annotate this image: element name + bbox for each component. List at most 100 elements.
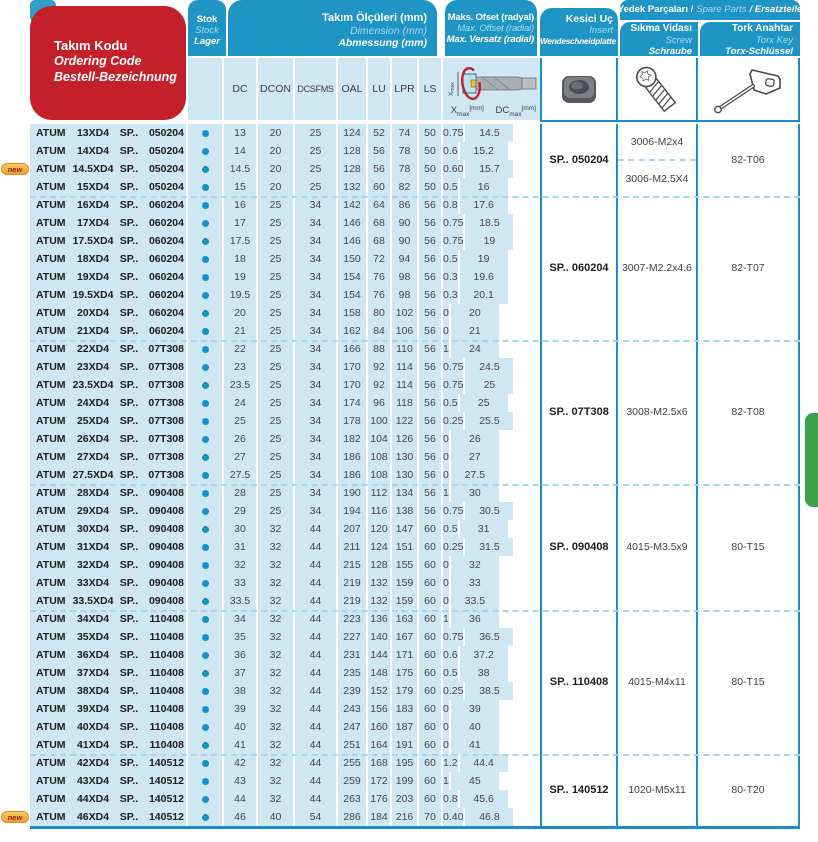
table-row: ATUM 20XD4 SP.. 060204 20 25 34 158 80 102 56 0 20 [30,304,540,322]
dcon-value: 25 [258,340,293,358]
torx-key-cell [698,58,800,120]
stock-dot [201,309,209,317]
stock-cell [188,232,222,250]
table-row: ATUM 33.5XD4 SP.. 090408 33.5 32 44 219 132 159 60… [30,592,540,610]
table-row: ATUM 38XD4 SP.. 110408 38 32 44 239 152 179 60 0.25… [30,682,540,700]
insert-code: SP.. 060204 [540,196,618,340]
tool-brand: ATUM [36,721,66,733]
xmax-value: 0.75 [443,376,464,394]
tool-insert-code: 07T308 [148,469,184,481]
stock-label-en: Stock [195,25,219,37]
tool-brand: ATUM [36,757,66,769]
oal-value: 231 [338,646,366,664]
tool-sp: SP.. [119,793,139,805]
screw-header: Sıkma Vidası Screw Schraube [620,22,698,57]
tool-code-cell: ATUM 29XD4 SP.. 090408 [30,502,186,520]
lu-value: 156 [368,700,390,718]
tool-size: 40XD4 [76,721,110,733]
dc-value: 24 [224,394,256,412]
xmax-value: 0.75 [443,502,464,520]
dimension-subheader: DC DCON DCSFMS OAL LU LPR LS Xmax Xmax[m… [188,58,540,120]
stock-dot [201,291,209,299]
dc-value: 27 [224,448,256,466]
tool-code-cell: ATUM 21XD4 SP.. 060204 [30,322,186,340]
tool-insert-code: 140512 [148,775,184,787]
tool-brand: ATUM [36,271,66,283]
group-separator [30,610,800,612]
table-row: ATUM 15XD4 SP.. 050204 15 20 25 132 60 82 50 0.5 16 [30,178,540,196]
dcmax-value: 14.5 [465,124,514,142]
stock-cell [188,448,222,466]
ls-value: 60 [419,646,441,664]
tool-code-cell: ATUM 25XD4 SP.. 07T308 [30,412,186,430]
stock-cell [188,610,222,628]
tool-insert-code: 110408 [149,685,184,697]
stock-dot [201,345,209,353]
lu-value: 176 [368,790,390,808]
xmax-value: 0.5 [443,394,458,412]
tool-insert-code: 090408 [148,541,184,553]
dcon-value: 25 [258,358,293,376]
tool-size: 20XD4 [76,307,110,319]
tool-insert-code: 140512 [148,793,184,805]
tool-size: 32XD4 [76,559,110,571]
dcsfms-value: 34 [295,304,336,322]
stock-dot [201,651,209,659]
dcmax-value: 39 [450,700,499,718]
xmax-value: 0 [443,430,449,448]
dcsfms-value: 44 [295,700,336,718]
stock-cell [188,772,222,790]
tool-size: 17XD4 [76,217,110,229]
oal-value: 154 [338,268,366,286]
dcon-value: 32 [258,574,293,592]
tool-insert-code: 060204 [148,307,184,319]
tool-brand: ATUM [36,397,66,409]
lpr-value: 94 [392,250,417,268]
tool-size: 14XD4 [76,145,110,157]
dcsfms-value: 54 [295,808,336,826]
stock-cell [188,340,222,358]
spare-part-group: SP.. 060204 3007-M2.2x4.6 82-T07 [540,196,800,340]
tool-insert-code: 050204 [148,127,184,139]
stock-dot [201,273,209,281]
tool-insert-code: 060204 [148,289,184,301]
stock-dot [201,687,209,695]
column-label-lu: LU [368,58,390,120]
lpr-value: 203 [392,790,417,808]
insert-label-tr: Kesici Uç [565,13,613,25]
dc-value: 29 [224,502,256,520]
dcsfms-value: 25 [295,124,336,142]
ls-value: 56 [419,502,441,520]
dcon-value: 32 [258,790,293,808]
stock-label-tr: Stok [196,14,218,25]
dcon-value: 32 [258,736,293,754]
screw-label-en: Screw [665,34,692,46]
tool-sp: SP.. [119,505,139,517]
tool-brand: ATUM [36,631,66,643]
stock-dot [201,543,209,551]
dcmax-value: 41 [450,736,499,754]
dc-value: 37 [224,664,256,682]
tool-insert-code: 07T308 [148,361,184,373]
oal-value: 219 [338,574,366,592]
tool-code-cell: ATUM 14.5XD4 SP.. 050204 [30,160,186,178]
dcsfms-value: 44 [295,736,336,754]
tool-sp: SP.. [119,631,139,643]
stock-cell [188,736,222,754]
spare-part-group: SP.. 050204 3006-M2x4 3006-M2.5X4 82-T06 [540,124,800,196]
stock-cell [188,682,222,700]
stock-dot [201,183,209,191]
stock-dot [201,381,209,389]
lpr-value: 134 [392,484,417,502]
dcmax-value: 37.2 [459,646,508,664]
insert-code: SP.. 090408 [540,484,618,610]
stock-cell [188,574,222,592]
xmax-value: 0.5 [443,178,458,196]
dc-value: 38 [224,682,256,700]
lpr-value: 159 [392,592,417,610]
stock-dot [201,489,209,497]
xmax-value: 1 [443,772,449,790]
tool-brand: ATUM [36,685,66,697]
table-row: ATUM 35XD4 SP.. 110408 35 32 44 227 140 167 60 0.75… [30,628,540,646]
table-row: ATUM 36XD4 SP.. 110408 36 32 44 231 144 171 60 0.6 3… [30,646,540,664]
